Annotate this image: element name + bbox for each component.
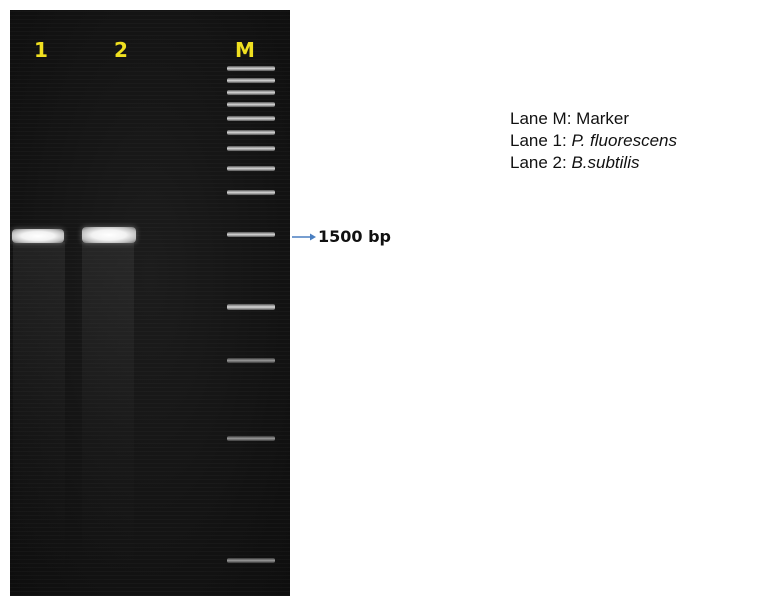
legend-prefix: Lane 2:: [510, 153, 572, 172]
size-annotation: 1500 bp: [318, 227, 392, 246]
lane-1-band: [12, 229, 64, 243]
legend-species: P. fluorescens: [571, 131, 677, 150]
legend-name: Marker: [576, 109, 630, 128]
marker-band: [227, 358, 275, 363]
marker-band: [227, 78, 275, 83]
marker-band: [227, 116, 275, 121]
marker-band: [227, 190, 275, 195]
lane-2-smear: [82, 242, 134, 572]
lane-2-band: [82, 227, 136, 243]
marker-band: [227, 146, 275, 151]
marker-band: [227, 102, 275, 107]
legend-prefix: Lane M:: [510, 109, 577, 128]
marker-band: [227, 436, 275, 441]
gel-background: [10, 10, 290, 596]
lane-label-marker: M: [235, 38, 255, 62]
legend-species: B.subtilis: [571, 153, 640, 172]
marker-band: [227, 130, 275, 135]
legend-prefix: Lane 1:: [510, 131, 572, 150]
marker-band: [227, 166, 275, 171]
marker-band: [227, 304, 275, 310]
legend-line-lane-2: Lane 2: B.subtilis: [510, 152, 677, 174]
lane-label-1: 1: [34, 38, 48, 62]
lane-1-smear: [13, 242, 65, 572]
lane-label-2: 2: [114, 38, 128, 62]
arrow-icon: [292, 233, 316, 241]
legend-line-marker: Lane M: Marker: [510, 108, 677, 130]
legend-line-lane-1: Lane 1: P. fluorescens: [510, 130, 677, 152]
gel-image: 1 2 M: [10, 10, 290, 596]
lane-legend: Lane M: Marker Lane 1: P. fluorescens La…: [510, 108, 677, 174]
marker-band: [227, 90, 275, 95]
marker-band: [227, 558, 275, 563]
marker-band: [227, 66, 275, 71]
marker-band-1500bp: [227, 232, 275, 237]
